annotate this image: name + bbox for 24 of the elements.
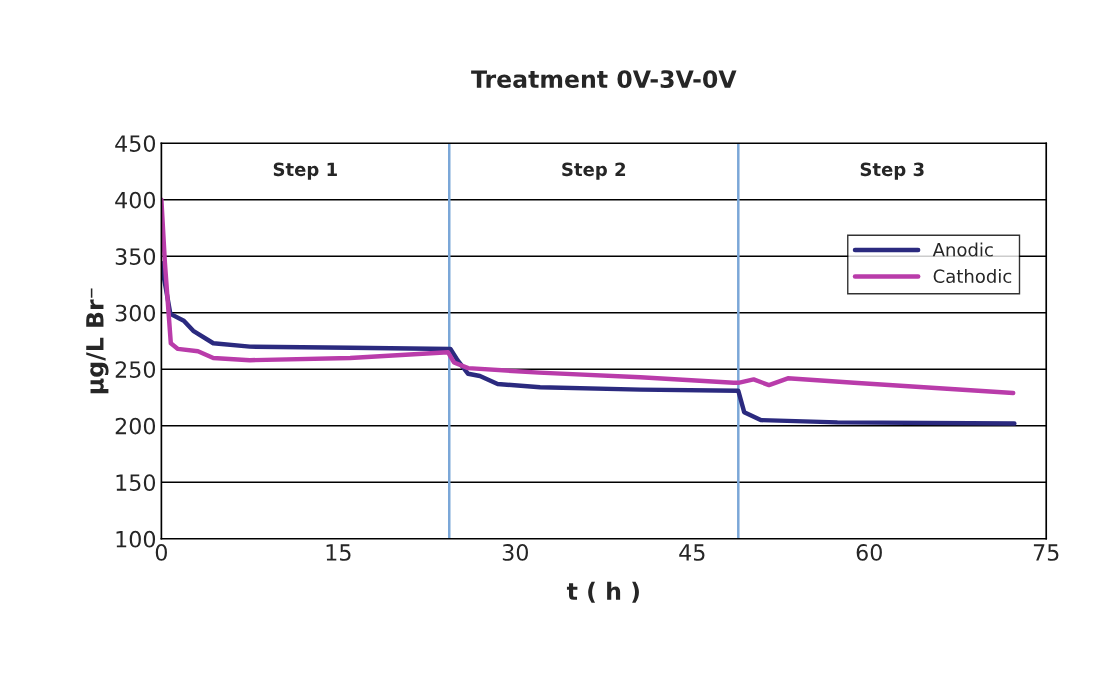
annotation: Step 3: [860, 162, 924, 180]
x-tick-label: 60: [856, 544, 882, 561]
y-tick-label: 350: [115, 248, 156, 265]
annotation: Step 2: [562, 162, 626, 180]
x-tick-label: 45: [679, 544, 705, 561]
y-tick-label: 300: [115, 304, 156, 322]
x-tick-label: 0: [155, 544, 167, 561]
line-series: [161, 260, 1017, 426]
x-tick-label: 75: [1033, 544, 1059, 561]
y-tick-label: 250: [115, 361, 156, 379]
y-tick-label: 400: [115, 191, 156, 209]
x-axis-title: t ( h ): [566, 581, 639, 603]
y-tick-label: 150: [116, 474, 156, 492]
legend-label: Cathodic: [933, 269, 1012, 284]
line-series: [161, 197, 1016, 396]
x-tick-label: 30: [502, 544, 528, 561]
x-tick-label: 15: [326, 544, 351, 561]
y-tick-label: 200: [115, 417, 156, 435]
annotation: Step 1: [273, 162, 337, 180]
chart-title: Treatment 0V-3V-0V: [471, 70, 737, 88]
legend-label: Anodic: [932, 242, 993, 257]
y-tick-label: 100: [116, 530, 156, 548]
y-axis-title: μg/L Br⁻: [86, 288, 109, 394]
y-tick-label: 450: [115, 135, 156, 152]
